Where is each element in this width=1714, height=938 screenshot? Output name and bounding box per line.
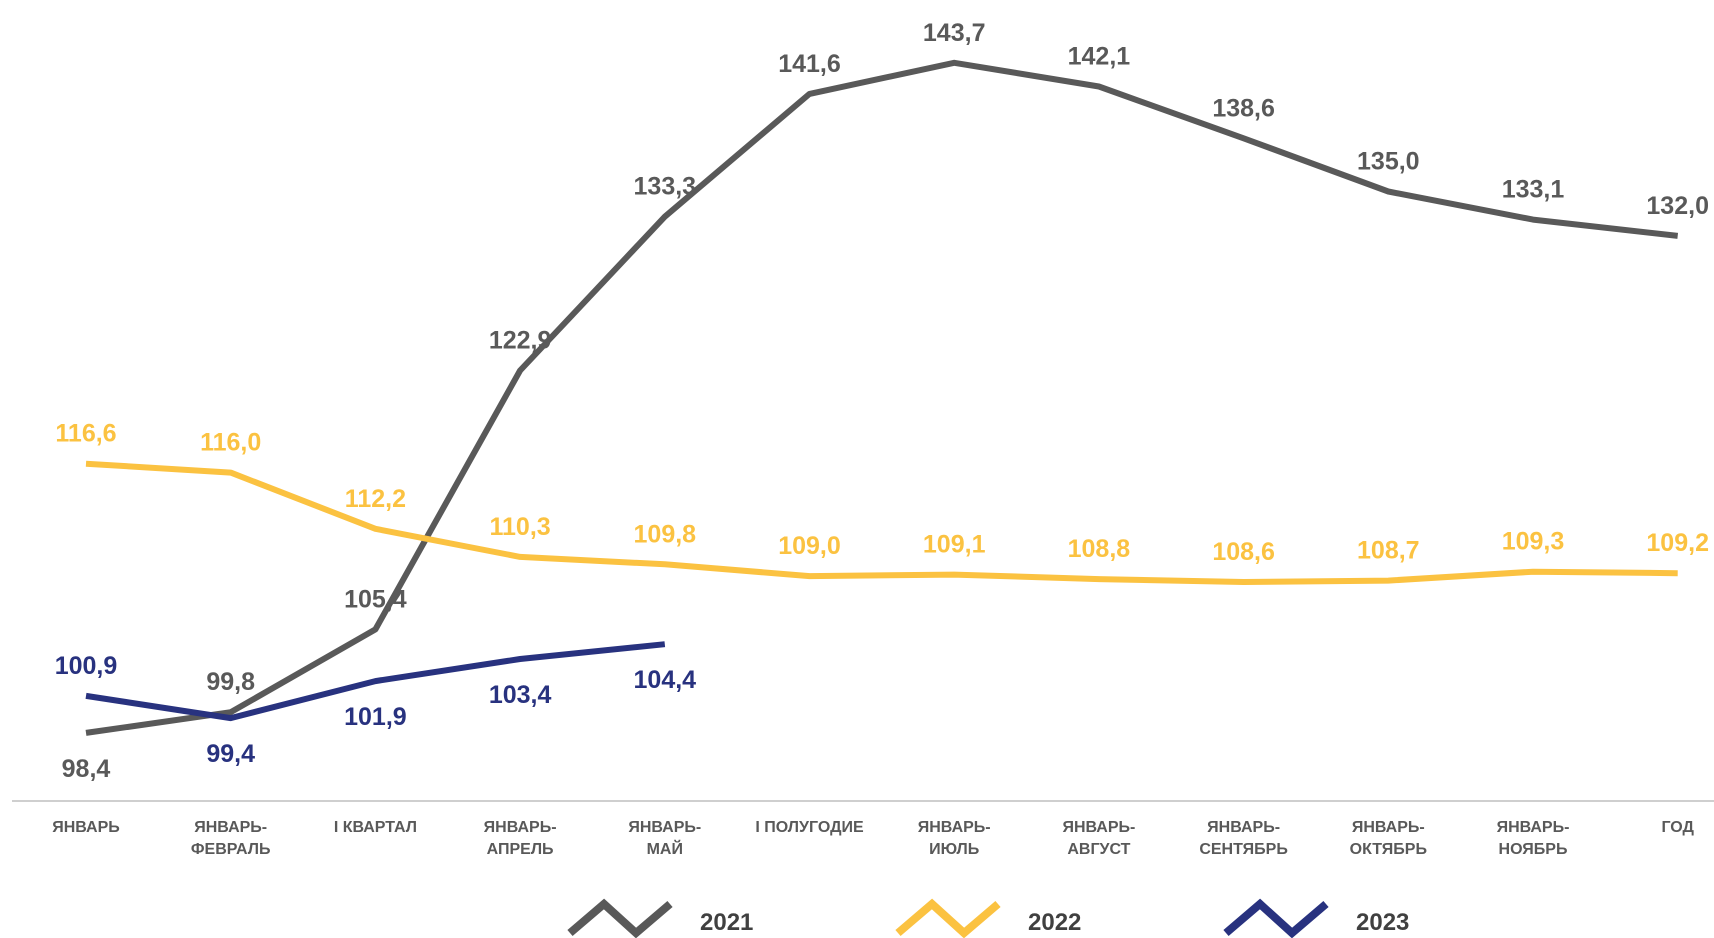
data-label-2021-1: 99,8 [206,668,255,696]
data-label-2023-0: 100,9 [55,652,118,680]
data-label-2023-3: 103,4 [489,681,552,709]
category-label-7: ЯНВАРЬ-АВГУСТ [1062,819,1135,858]
category-label-5: I ПОЛУГОДИЕ [755,819,864,836]
data-labels: 98,4 99,8 105,4 122,9 133,3 141,6 143,7 142,1 13… [55,19,1709,783]
data-label-2022-4: 109,8 [634,520,697,548]
category-label-6: ЯНВАРЬ-ИЮЛЬ [918,819,991,858]
data-label-2022-9: 108,7 [1357,537,1420,565]
legend-swatch-2022 [895,898,1001,938]
legend-item-2022: 2022 [895,898,1081,938]
category-label-8: ЯНВАРЬ-СЕНТЯБРЬ [1199,819,1288,858]
category-label-4: ЯНВАРЬ-МАЙ [628,819,701,858]
series-line-2021 [85,59,1679,736]
legend-item-2023: 2023 [1223,898,1409,938]
data-label-2021-7: 142,1 [1068,43,1131,71]
data-label-2022-10: 109,3 [1502,528,1565,556]
category-label-11: ГОД [1661,819,1694,836]
data-label-2022-3: 110,3 [490,513,551,541]
data-label-2022-8: 108,6 [1212,538,1275,566]
data-label-2021-8: 138,6 [1212,94,1275,122]
data-label-2021-10: 133,1 [1502,176,1565,204]
category-label-10: ЯНВАРЬ-НОЯБРЬ [1497,819,1570,858]
data-label-2021-6: 143,7 [923,19,986,47]
data-label-2022-0: 116,6 [55,420,116,448]
category-label-1: ЯНВАРЬ-ФЕВРАЛЬ [191,819,271,858]
legend-swatch-2021 [567,898,673,938]
data-label-2021-5: 141,6 [778,50,841,78]
legend-swatch-2023 [1223,898,1329,938]
data-label-2021-11: 132,0 [1646,192,1709,220]
category-label-2: I КВАРТАЛ [334,819,417,836]
data-label-2023-4: 104,4 [634,666,697,694]
data-label-2021-2: 105,4 [344,585,407,613]
data-label-2022-11: 109,2 [1646,529,1709,557]
category-label-9: ЯНВАРЬ-ОКТЯБРЬ [1350,819,1427,858]
legend-label-2021: 2021 [700,909,753,936]
legend-label-2022: 2022 [1028,909,1081,936]
legend: 2021 2022 2023 [567,898,1409,938]
data-label-2022-5: 109,0 [778,532,841,560]
legend-item-2021: 2021 [567,898,753,938]
data-label-2021-4: 133,3 [634,173,697,201]
category-label-0: ЯНВАРЬ [52,819,120,836]
series-lines [85,59,1679,736]
category-labels: ЯНВАРЬ ЯНВАРЬ-ФЕВРАЛЬ I КВАРТАЛ ЯНВАРЬ-АПРЕ… [52,819,1694,858]
series-line-2022 [85,460,1678,585]
data-label-2022-2: 112,2 [345,485,406,513]
legend-label-2023: 2023 [1356,909,1409,936]
data-label-2021-0: 98,4 [62,755,111,783]
data-label-2023-1: 99,4 [206,740,255,768]
series-line-2023 [85,641,666,722]
data-label-2022-7: 108,8 [1068,535,1131,563]
data-label-2022-1: 116,0 [200,429,261,457]
data-label-2022-6: 109,1 [923,531,986,559]
data-label-2021-3: 122,9 [489,327,552,355]
data-label-2023-2: 101,9 [344,703,407,731]
data-label-2021-9: 135,0 [1357,148,1420,176]
category-label-3: ЯНВАРЬ-АПРЕЛЬ [484,819,557,858]
